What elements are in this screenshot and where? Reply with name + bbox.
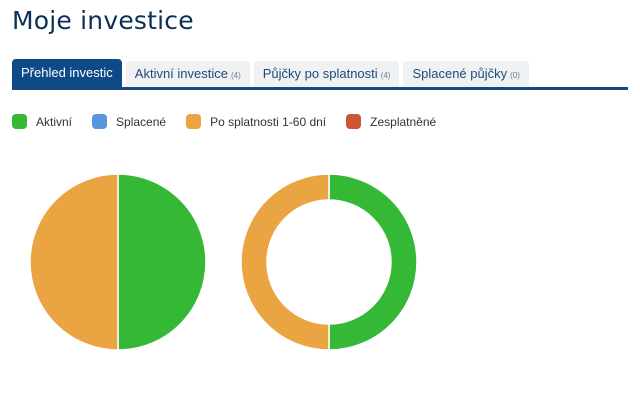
tab-prehled-investic[interactable]: Přehled investic <box>12 59 122 87</box>
legend-swatch-icon <box>346 114 362 129</box>
tab-label: Půjčky po splatnosti <box>262 66 378 81</box>
donut-chart[interactable] <box>240 173 418 351</box>
tab-count-badge: (0) <box>510 71 520 80</box>
legend-swatch-icon <box>186 114 202 129</box>
tab-bar: Přehled investic Aktivní investice (4) Pů… <box>12 59 628 90</box>
tab-label: Aktivní investice <box>134 66 228 81</box>
tab-count-badge: (4) <box>380 71 391 80</box>
chart-slice[interactable] <box>29 173 119 351</box>
tab-label: Přehled investic <box>21 65 113 80</box>
legend-label: Splacené <box>116 114 167 129</box>
legend-swatch-icon <box>92 114 108 129</box>
legend-item-zesplatnene[interactable]: Zesplatněné <box>346 114 436 129</box>
tab-aktivni-investice[interactable]: Aktivní investice (4) <box>125 61 250 87</box>
legend-label: Po splatnosti 1-60 dní <box>210 114 327 129</box>
tab-splacene-pujcky[interactable]: Splacené půjčky (0) <box>403 61 529 87</box>
tab-count-badge: (4) <box>230 71 241 80</box>
legend-item-po-splatnosti[interactable]: Po splatnosti 1-60 dní <box>186 114 326 129</box>
chart-legend: Aktivní Splacené Po splatnosti 1-60 dní … <box>12 114 456 129</box>
legend-item-aktivni[interactable]: Aktivní <box>12 114 72 129</box>
tab-pujcky-po-splatnosti[interactable]: Půjčky po splatnosti (4) <box>253 61 400 87</box>
legend-label: Aktivní <box>36 114 73 129</box>
chart-slice[interactable] <box>117 173 207 351</box>
chart-slice[interactable] <box>240 173 330 351</box>
pie-chart[interactable] <box>29 173 207 351</box>
tab-label: Splacené půjčky <box>412 66 508 81</box>
chart-slice[interactable] <box>328 173 418 351</box>
legend-label: Zesplatněné <box>370 114 437 129</box>
legend-item-splacene[interactable]: Splacené <box>92 114 166 129</box>
page-title: Moje investice <box>12 6 194 35</box>
legend-swatch-icon <box>12 114 27 129</box>
